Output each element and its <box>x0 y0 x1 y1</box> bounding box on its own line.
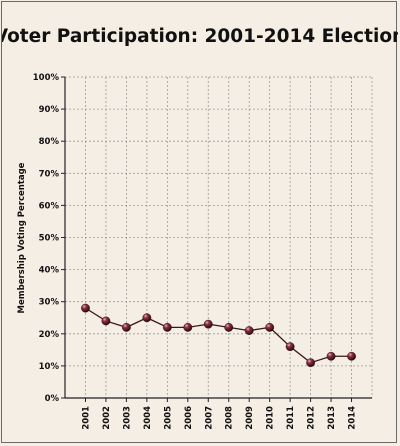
data-point <box>347 351 356 361</box>
y-tick-label: 40% <box>39 266 60 276</box>
x-tick-label: 2003 <box>122 406 132 430</box>
data-point <box>285 342 295 352</box>
grid <box>65 76 373 398</box>
series-line <box>85 307 352 364</box>
y-tick-label: 80% <box>39 137 60 147</box>
x-tick-label: 2010 <box>266 406 276 430</box>
data-point <box>244 326 254 335</box>
x-tick-label: 2001 <box>81 406 91 430</box>
x-tick-label: 2006 <box>184 406 194 430</box>
data-point <box>326 351 336 361</box>
x-tick-label: 2014 <box>348 406 358 430</box>
y-tick-label: 30% <box>39 298 60 308</box>
x-tick-label: 2004 <box>143 406 153 430</box>
chart-title: Voter Participation: 2001-2014 Elections <box>2 26 398 47</box>
y-tick-label: 20% <box>39 330 60 340</box>
y-tick-label: 50% <box>39 234 60 244</box>
data-point <box>142 313 152 323</box>
y-tick-label: 90% <box>39 105 60 115</box>
data-point <box>224 322 234 332</box>
y-tick-label: 0% <box>45 394 60 404</box>
x-tick-label: 2012 <box>307 406 317 430</box>
data-point <box>101 316 111 326</box>
axes <box>61 76 372 402</box>
data-point <box>162 322 172 332</box>
y-tick-label: 60% <box>39 201 60 211</box>
y-tick-label: 10% <box>39 362 60 372</box>
series <box>81 303 356 368</box>
x-tick-label: 2009 <box>245 406 255 430</box>
y-tick-label: 70% <box>39 169 60 179</box>
data-point <box>203 319 213 329</box>
y-tick-label: 100% <box>33 73 60 83</box>
x-tick-label: 2013 <box>327 406 337 430</box>
data-point <box>183 322 193 332</box>
data-point <box>122 322 131 332</box>
x-tick-label: 2005 <box>163 406 173 430</box>
x-tick-label: 2011 <box>286 406 296 430</box>
x-tick-label: 2007 <box>204 406 214 430</box>
x-tick-label: 2002 <box>102 406 112 430</box>
x-tick-label: 2008 <box>225 406 235 430</box>
data-point <box>265 322 275 332</box>
data-point <box>306 358 315 368</box>
tick-labels: 0% 10% 20% 30% 40% 50% 60% 70% 80% 90% 100% 2001 200… <box>33 73 358 430</box>
data-point <box>81 303 90 313</box>
y-axis-label: Membership Voting Percentage <box>17 162 27 313</box>
